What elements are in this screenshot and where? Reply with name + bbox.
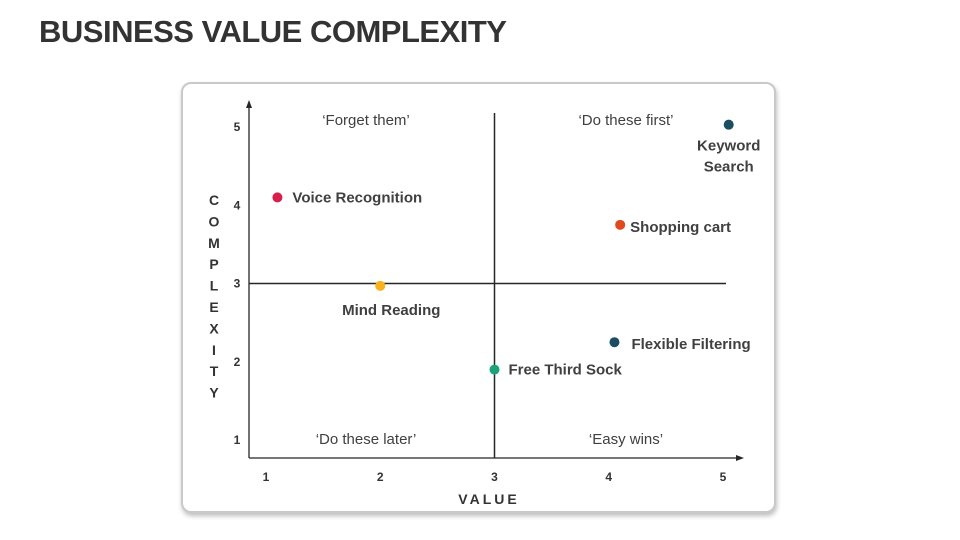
- data-point-label: Free Third Sock: [509, 362, 623, 379]
- x-axis-title: VALUE: [458, 491, 519, 507]
- y-tick-label: 2: [234, 355, 241, 369]
- x-tick-label: 4: [605, 470, 612, 484]
- x-tick-label: 3: [491, 470, 498, 484]
- data-point: [272, 192, 283, 203]
- quadrant-label-bottom-left: ‘Do these later’: [316, 431, 417, 448]
- data-point-label: Keyword Search: [697, 138, 760, 176]
- quadrant-label-bottom-right: ‘Easy wins’: [589, 431, 663, 448]
- x-tick-label: 1: [263, 470, 270, 484]
- quadrant-label-top-left: ‘Forget them’: [322, 112, 410, 129]
- data-point-label: Shopping cart: [630, 219, 731, 236]
- x-tick-label: 5: [720, 470, 727, 484]
- quadrant-label-top-right: ‘Do these first’: [578, 112, 673, 129]
- y-tick-label: 4: [234, 198, 241, 212]
- y-tick-label: 5: [234, 120, 241, 134]
- x-tick-labels: 1 2 3 4 5: [263, 470, 727, 484]
- y-tick-labels: 1 2 3 4 5: [234, 120, 241, 447]
- data-point: [615, 219, 626, 230]
- y-tick-label: 3: [234, 277, 241, 291]
- x-tick-label: 2: [377, 470, 384, 484]
- data-point: [489, 364, 500, 375]
- y-tick-label: 1: [234, 433, 241, 447]
- data-point-label: Voice Recognition: [292, 189, 422, 206]
- page-title: BUSINESS VALUE COMPLEXITY: [39, 14, 507, 49]
- data-point-label: Mind Reading: [342, 302, 440, 319]
- data-point: [609, 337, 620, 348]
- quadrant-labels: ‘Forget them’ ‘Do these first’ ‘Do these l…: [316, 112, 674, 448]
- chart-card: [181, 82, 776, 513]
- data-point: [375, 280, 386, 291]
- data-point-label: Flexible Filtering: [631, 336, 750, 353]
- data-points: Keyword Search Voice Recognition Shopping c…: [272, 119, 760, 379]
- data-point: [723, 119, 734, 130]
